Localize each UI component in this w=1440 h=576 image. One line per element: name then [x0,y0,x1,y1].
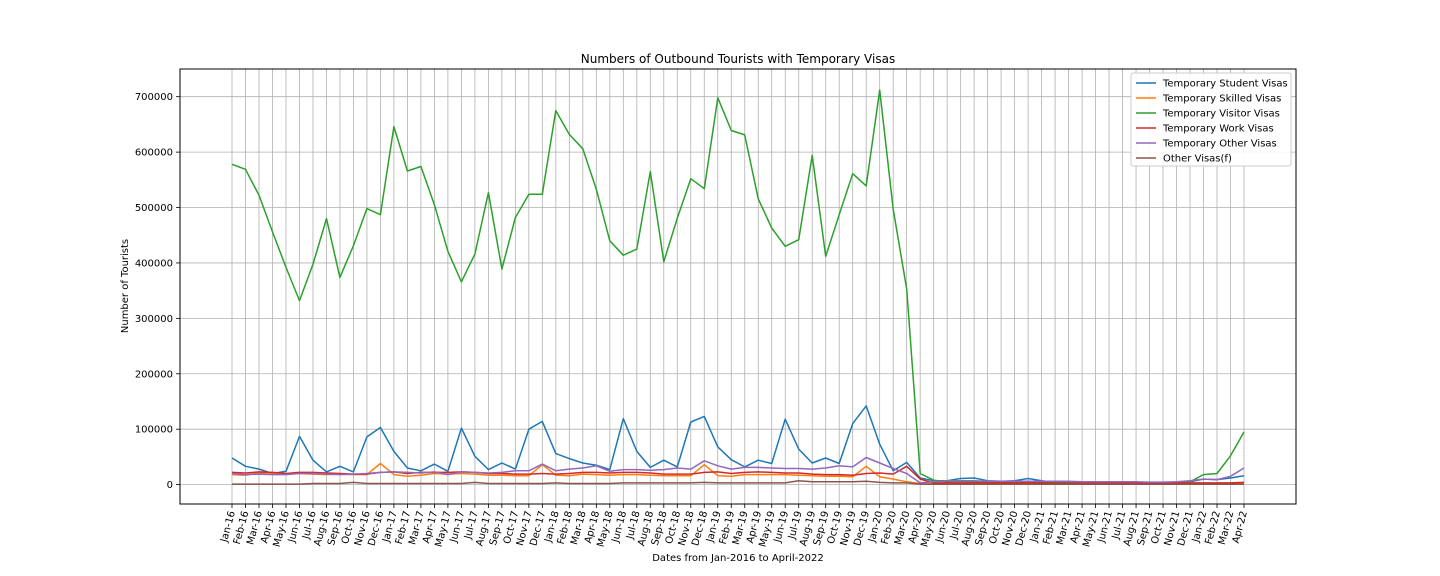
plot-frame [179,68,1297,505]
x-axis-title: Dates from Jan-2016 to April-2022 [652,553,824,564]
y-tick-label: 200000 [135,369,173,380]
legend-label: Temporary Work Visas [1162,124,1274,135]
series-line-4 [231,456,1245,484]
legend-label: Temporary Student Visas [1162,79,1288,90]
y-tick-label: 0 [167,480,173,491]
legend-box [1130,72,1292,167]
y-tick-label: 600000 [135,148,173,159]
series-line-5 [232,479,1245,486]
y-tick-label: 400000 [135,258,173,269]
legend-label: Temporary Other Visas [1162,139,1277,150]
chart-title: Numbers of Outbound Tourists with Tempor… [581,52,895,66]
series-lines [231,89,1245,486]
y-tick-label: 500000 [135,203,173,214]
y-tick-label: 700000 [135,92,173,103]
y-tick-label: 100000 [135,425,173,436]
y-tick-label: 300000 [135,314,173,325]
y-axis-ticks: 0 100000 200000 300000 400000 500000 600000 700… [135,92,180,491]
legend-label: Temporary Skilled Visas [1162,94,1281,105]
legend: Temporary Student Visas Temporary Skilled… [1130,72,1292,167]
y-axis-title: Number of Tourists [120,239,131,333]
legend-label: Other Visas(f) [1163,154,1232,165]
gridlines [180,69,1296,504]
legend-label: Temporary Visitor Visas [1162,109,1280,120]
